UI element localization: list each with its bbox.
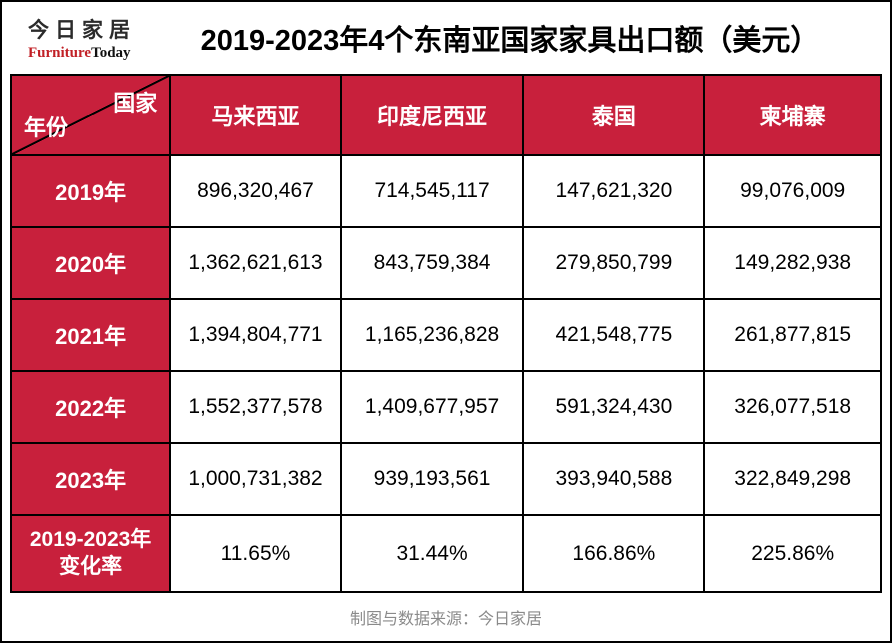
table-row-2022: 2022年 1,552,377,578 1,409,677,957 591,32…: [9, 370, 882, 444]
table-row-2020: 2020年 1,362,621,613 843,759,384 279,850,…: [9, 226, 882, 300]
change-rate-label-line1: 2019-2023年: [29, 528, 152, 552]
value-cell: 1,000,731,382: [169, 442, 342, 516]
value-cell: 166.86%: [522, 514, 706, 593]
year-cell: 2021年: [9, 298, 172, 372]
value-cell: 326,077,518: [703, 370, 882, 444]
value-cell: 393,940,588: [522, 442, 706, 516]
value-cell: 714,545,117: [339, 154, 525, 228]
value-cell: 421,548,775: [522, 298, 706, 372]
value-cell: 1,362,621,613: [169, 226, 342, 300]
page-title: 2019-2023年4个东南亚国家家具出口额（美元）: [200, 25, 820, 57]
change-rate-label-line2: 变化率: [59, 554, 123, 578]
column-header-thailand: 泰国: [522, 74, 706, 156]
year-cell: 2022年: [9, 370, 172, 444]
table-row-2021: 2021年 1,394,804,771 1,165,236,828 421,54…: [9, 298, 882, 372]
year-cell: 2020年: [9, 226, 172, 300]
corner-country-label: 国家: [113, 91, 158, 116]
value-cell: 99,076,009: [703, 154, 882, 228]
column-header-indonesia: 印度尼西亚: [339, 74, 525, 156]
table-row-2023: 2023年 1,000,731,382 939,193,561 393,940,…: [9, 442, 882, 516]
export-data-table: 国家 年份 马来西亚 印度尼西亚 泰国 柬埔寨 2019年 896,320,46…: [9, 74, 882, 593]
value-cell: 322,849,298: [703, 442, 882, 516]
corner-cell: 国家 年份: [9, 74, 172, 156]
change-rate-label-cell: 2019-2023年 变化率: [9, 514, 172, 593]
source-note: 制图与数据来源：今日家居: [349, 611, 542, 628]
value-cell: 31.44%: [339, 514, 525, 593]
diagonal-divider: [12, 76, 170, 154]
table-container: 国家 年份 马来西亚 印度尼西亚 泰国 柬埔寨 2019年 896,320,46…: [2, 74, 890, 593]
corner-year-label: 年份: [24, 115, 69, 140]
column-header-cambodia: 柬埔寨: [703, 74, 882, 156]
logo-today-text: Today: [91, 45, 131, 61]
table-row-2019: 2019年 896,320,467 714,545,117 147,621,32…: [9, 154, 882, 228]
table-row-change-rate: 2019-2023年 变化率 11.65% 31.44% 166.86% 225…: [9, 514, 882, 593]
value-cell: 149,282,938: [703, 226, 882, 300]
value-cell: 939,193,561: [339, 442, 525, 516]
value-cell: 896,320,467: [169, 154, 342, 228]
year-cell: 2019年: [9, 154, 172, 228]
value-cell: 279,850,799: [522, 226, 706, 300]
value-cell: 1,409,677,957: [339, 370, 525, 444]
value-cell: 1,394,804,771: [169, 298, 342, 372]
value-cell: 1,165,236,828: [339, 298, 525, 372]
value-cell: 843,759,384: [339, 226, 525, 300]
value-cell: 147,621,320: [522, 154, 706, 228]
furniture-today-logo: 今日家居 FurnitureToday: [2, 14, 170, 62]
logo-english-text: FurnitureToday: [28, 45, 170, 62]
table-header-row: 国家 年份 马来西亚 印度尼西亚 泰国 柬埔寨: [9, 74, 882, 156]
top-banner: 今日家居 FurnitureToday 2019-2023年4个东南亚国家家具出…: [2, 2, 890, 74]
value-cell: 261,877,815: [703, 298, 882, 372]
column-header-malaysia: 马来西亚: [169, 74, 342, 156]
value-cell: 225.86%: [703, 514, 882, 593]
year-cell: 2023年: [9, 442, 172, 516]
logo-furniture-text: Furniture: [28, 45, 92, 61]
value-cell: 591,324,430: [522, 370, 706, 444]
value-cell: 11.65%: [169, 514, 342, 593]
logo-chinese-text: 今日家居: [28, 19, 136, 42]
value-cell: 1,552,377,578: [169, 370, 342, 444]
